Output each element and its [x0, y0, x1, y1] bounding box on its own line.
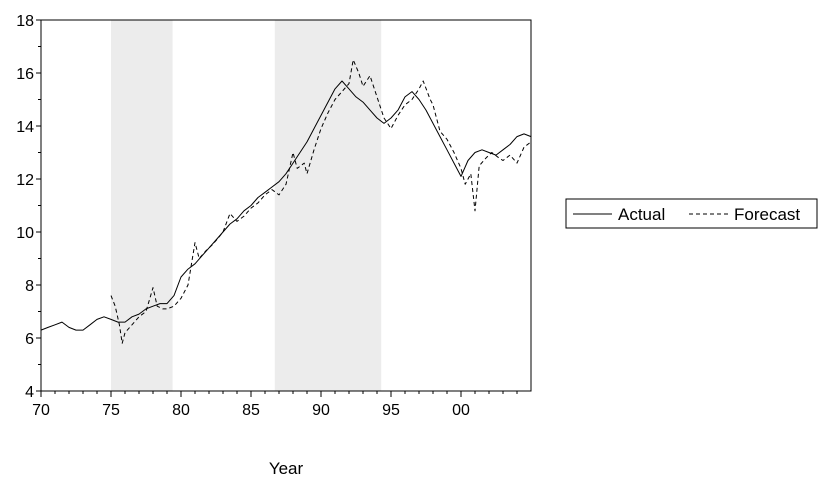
- shaded-region-1: [111, 20, 173, 391]
- y-axis: 4 6 8 10 12 14 16 18: [16, 13, 41, 401]
- y-tick-label: 4: [25, 384, 34, 401]
- y-tick-label: 16: [16, 66, 34, 83]
- y-tick-label: 10: [16, 225, 34, 242]
- x-tick-label: 90: [312, 402, 330, 419]
- y-tick-label: 6: [25, 331, 34, 348]
- x-tick-label: 00: [452, 402, 470, 419]
- legend: Actual Forecast: [565, 198, 818, 229]
- x-axis-title: Year: [269, 459, 304, 478]
- series-line-actual: [40, 80, 532, 331]
- series-line-forecast: [110, 59, 532, 344]
- x-tick-label: 75: [102, 402, 120, 419]
- x-tick-label: 95: [382, 402, 400, 419]
- y-tick-label: 12: [16, 172, 34, 189]
- x-tick-label: 85: [242, 402, 260, 419]
- legend-label-forecast: Forecast: [734, 205, 800, 224]
- shaded-regions: [111, 20, 382, 391]
- x-axis: 70 75 80 85 90 95 00: [32, 391, 518, 419]
- y-tick-label: 14: [16, 119, 34, 136]
- y-tick-label: 18: [16, 13, 34, 30]
- x-tick-label: 80: [172, 402, 190, 419]
- legend-label-actual: Actual: [618, 205, 665, 224]
- shaded-region-2: [274, 20, 382, 391]
- x-tick-label: 70: [32, 402, 50, 419]
- series-lines: [40, 59, 532, 344]
- y-tick-label: 8: [25, 278, 34, 295]
